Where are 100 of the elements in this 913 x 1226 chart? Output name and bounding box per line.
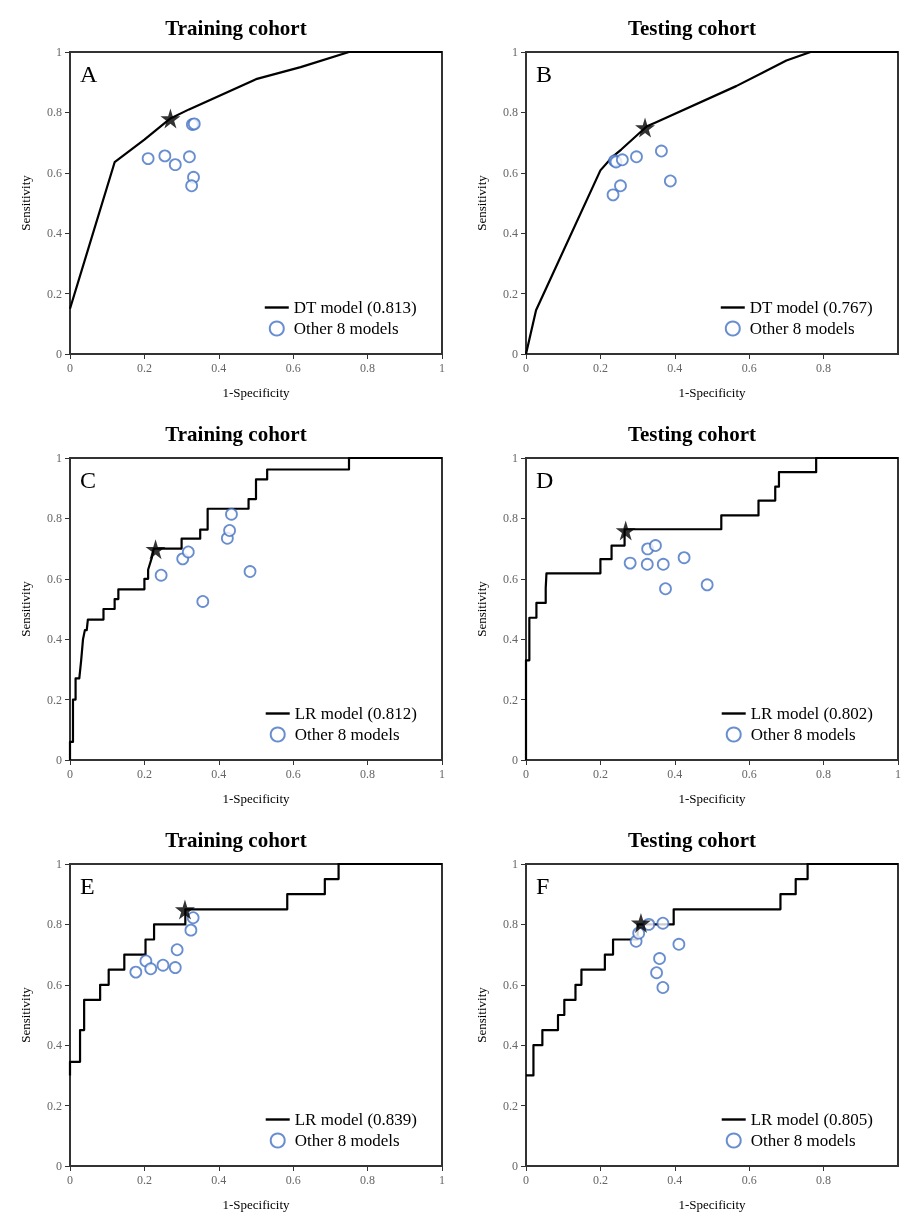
y-tick-label: 0.4 (47, 632, 62, 647)
legend-label: Other 8 models (294, 725, 400, 744)
chart-title: Training cohort (165, 15, 307, 40)
y-axis-title: Sensitivity (18, 580, 33, 637)
x-tick-label: 0.4 (211, 767, 227, 781)
legend-label: Other 8 models (293, 319, 399, 338)
y-axis-title: Sensitivity (474, 174, 489, 231)
y-tick-label: 1 (512, 45, 518, 59)
x-tick-label: 0.8 (816, 361, 832, 375)
x-tick-label: 0.8 (360, 1173, 376, 1187)
y-tick-label: 1 (56, 857, 62, 871)
y-tick-label: 0.6 (47, 977, 62, 992)
x-tick-label: 0 (523, 1173, 529, 1187)
chart-title: Testing cohort (627, 15, 757, 40)
chart-title: Testing cohort (627, 827, 757, 852)
y-tick-label: 0.8 (503, 511, 518, 526)
y-tick-label: 1 (512, 857, 518, 871)
y-tick-label: 0.4 (47, 1038, 62, 1053)
legend-label: DT model (0.767) (749, 298, 873, 317)
y-tick-label: 0.6 (503, 977, 518, 992)
x-axis-title: 1-Specificity (222, 1197, 291, 1212)
annotation: E (80, 873, 95, 899)
annotation: D (536, 467, 554, 493)
y-tick-label: 0.8 (47, 105, 62, 120)
y-tick-label: 0.4 (503, 1038, 518, 1053)
x-tick-label: 0.2 (136, 361, 152, 375)
y-axis-title: Sensitivity (18, 174, 33, 231)
x-tick-label: 0.2 (136, 767, 152, 781)
y-axis-title: Sensitivity (474, 986, 489, 1043)
x-tick-label: 0 (67, 767, 73, 781)
y-tick-label: 0 (56, 1159, 62, 1173)
x-tick-label: 0 (523, 361, 529, 375)
x-tick-label: 0.2 (136, 1173, 152, 1187)
y-tick-label: 0 (56, 753, 62, 767)
legend-label: LR model (0.805) (750, 1110, 874, 1129)
y-tick-label: 1 (56, 45, 62, 59)
y-tick-label: 1 (512, 451, 518, 465)
chart-title: Training cohort (165, 421, 307, 446)
y-tick-label: 0.6 (47, 571, 62, 586)
x-axis-title: 1-Specificity (678, 385, 747, 400)
y-tick-label: 0.2 (503, 286, 518, 301)
legend-label: DT model (0.813) (293, 298, 417, 317)
x-tick-label: 0.6 (741, 767, 757, 781)
x-axis-title: 1-Specificity (222, 385, 291, 400)
x-tick-label: 0 (67, 361, 73, 375)
chart-title: Training cohort (165, 827, 307, 852)
x-axis-title: 1-Specificity (678, 791, 747, 806)
x-tick-label: 0.8 (360, 767, 376, 781)
annotation: B (536, 61, 553, 87)
x-axis-title: 1-Specificity (678, 1197, 747, 1212)
y-tick-label: 0.8 (47, 917, 62, 932)
x-tick-label: 0.6 (285, 1173, 301, 1187)
y-tick-label: 1 (56, 451, 62, 465)
y-tick-label: 0.2 (47, 692, 62, 707)
x-tick-label: 0.8 (816, 1173, 832, 1187)
x-tick-label: 1 (439, 361, 445, 375)
legend-label: Other 8 models (749, 319, 855, 338)
y-tick-label: 0.2 (503, 1098, 518, 1113)
legend-label: Other 8 models (294, 1131, 400, 1150)
y-tick-label: 0.6 (47, 165, 62, 180)
y-tick-label: 0.2 (47, 286, 62, 301)
chart-title: Testing cohort (627, 421, 757, 446)
x-tick-label: 0.4 (211, 1173, 227, 1187)
x-tick-label: 0.6 (285, 361, 301, 375)
annotation: C (80, 467, 97, 493)
x-tick-label: 0 (67, 1173, 73, 1187)
legend-label: LR model (0.839) (294, 1110, 418, 1129)
y-tick-label: 0.2 (47, 1098, 62, 1113)
y-tick-label: 0.6 (503, 165, 518, 180)
x-tick-label: 0.4 (667, 361, 683, 375)
y-tick-label: 0 (512, 753, 518, 767)
y-tick-label: 0 (56, 347, 62, 361)
annotation: A (80, 61, 98, 87)
y-tick-label: 0.4 (503, 632, 518, 647)
x-tick-label: 0.2 (592, 361, 608, 375)
x-tick-label: 0.4 (667, 767, 683, 781)
x-tick-label: 0.6 (741, 1173, 757, 1187)
y-tick-label: 0.2 (503, 692, 518, 707)
legend-label: LR model (0.812) (294, 704, 418, 723)
y-tick-label: 0.8 (503, 917, 518, 932)
y-axis-title: Sensitivity (474, 580, 489, 637)
legend-label: LR model (0.802) (750, 704, 874, 723)
y-tick-label: 0 (512, 347, 518, 361)
x-tick-label: 0.4 (667, 1173, 683, 1187)
x-tick-label: 1 (439, 1173, 445, 1187)
x-tick-label: 0.6 (285, 767, 301, 781)
x-tick-label: 0.6 (741, 361, 757, 375)
x-tick-label: 0 (523, 767, 529, 781)
y-tick-label: 0.6 (503, 571, 518, 586)
annotation: F (536, 873, 550, 899)
y-tick-label: 0.8 (503, 105, 518, 120)
x-tick-label: 1 (439, 767, 445, 781)
y-axis-title: Sensitivity (18, 986, 33, 1043)
x-tick-label: 0.2 (592, 767, 608, 781)
legend-label: Other 8 models (750, 725, 856, 744)
x-axis-title: 1-Specificity (222, 791, 291, 806)
x-tick-label: 0.8 (816, 767, 832, 781)
legend-label: Other 8 models (750, 1131, 856, 1150)
x-tick-label: 0.2 (592, 1173, 608, 1187)
x-tick-label: 0.4 (211, 361, 227, 375)
